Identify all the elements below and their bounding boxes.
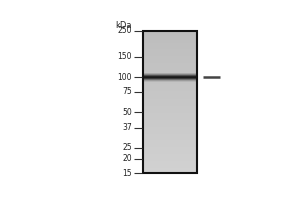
Bar xyxy=(143,90,197,91)
Bar xyxy=(143,100,197,102)
Bar xyxy=(143,68,197,70)
Text: 250: 250 xyxy=(117,26,132,35)
Text: kDa: kDa xyxy=(115,21,132,30)
Bar xyxy=(143,72,197,74)
Bar xyxy=(143,42,197,43)
Bar xyxy=(143,129,197,131)
Text: 150: 150 xyxy=(117,52,132,61)
Bar xyxy=(143,113,197,115)
Text: 37: 37 xyxy=(122,123,132,132)
Bar xyxy=(143,172,197,173)
Bar xyxy=(143,40,197,42)
Bar xyxy=(143,154,197,156)
Bar xyxy=(143,99,197,100)
Bar xyxy=(143,145,197,147)
Text: 20: 20 xyxy=(122,154,132,163)
Bar xyxy=(143,106,197,107)
Bar xyxy=(143,63,197,65)
Bar xyxy=(143,86,197,88)
Bar xyxy=(143,74,197,75)
Bar xyxy=(143,163,197,164)
Bar xyxy=(143,104,197,106)
Bar xyxy=(143,170,197,172)
Text: 25: 25 xyxy=(122,143,132,152)
Bar xyxy=(143,38,197,40)
Bar xyxy=(143,102,197,104)
Bar xyxy=(143,157,197,159)
Bar xyxy=(143,84,197,86)
Bar xyxy=(143,52,197,54)
Bar xyxy=(143,77,197,79)
Bar xyxy=(143,122,197,124)
Bar xyxy=(143,59,197,61)
Bar xyxy=(143,140,197,141)
Bar xyxy=(143,36,197,38)
Bar xyxy=(143,152,197,154)
Bar xyxy=(143,79,197,81)
Bar xyxy=(143,131,197,132)
Bar xyxy=(143,111,197,113)
Bar xyxy=(143,67,197,68)
Bar xyxy=(143,81,197,83)
Bar xyxy=(143,97,197,99)
Bar xyxy=(143,91,197,93)
Bar xyxy=(143,132,197,134)
Bar xyxy=(143,124,197,125)
Bar xyxy=(143,31,197,33)
Bar xyxy=(143,43,197,45)
Bar xyxy=(143,33,197,34)
Bar xyxy=(143,136,197,138)
Bar xyxy=(143,93,197,95)
Bar xyxy=(143,120,197,122)
Bar xyxy=(143,49,197,51)
Bar xyxy=(143,45,197,47)
Bar xyxy=(143,83,197,84)
Bar xyxy=(143,75,197,77)
Bar xyxy=(143,118,197,120)
Bar xyxy=(143,95,197,97)
Bar xyxy=(143,51,197,52)
Bar xyxy=(143,164,197,166)
Bar xyxy=(143,161,197,163)
Bar xyxy=(143,58,197,59)
Bar xyxy=(143,107,197,109)
Bar xyxy=(143,166,197,168)
Bar xyxy=(143,54,197,56)
Bar xyxy=(143,141,197,143)
Bar xyxy=(143,116,197,118)
Bar xyxy=(143,56,197,58)
Text: 100: 100 xyxy=(117,73,132,82)
Bar xyxy=(143,127,197,129)
Bar xyxy=(143,109,197,111)
Bar xyxy=(143,34,197,36)
Bar xyxy=(143,138,197,140)
Bar xyxy=(143,88,197,90)
Bar xyxy=(143,150,197,152)
Bar xyxy=(143,134,197,136)
Bar xyxy=(143,125,197,127)
Bar xyxy=(143,65,197,67)
Bar xyxy=(143,168,197,170)
Bar xyxy=(143,148,197,150)
Bar xyxy=(143,31,197,173)
Text: 75: 75 xyxy=(122,87,132,96)
Bar xyxy=(143,47,197,49)
Bar xyxy=(143,61,197,63)
Text: 15: 15 xyxy=(122,169,132,178)
Bar xyxy=(143,143,197,145)
Bar xyxy=(143,159,197,161)
Text: 50: 50 xyxy=(122,108,132,117)
Bar xyxy=(143,70,197,72)
Bar xyxy=(143,115,197,116)
Bar xyxy=(143,156,197,157)
Bar xyxy=(143,147,197,148)
